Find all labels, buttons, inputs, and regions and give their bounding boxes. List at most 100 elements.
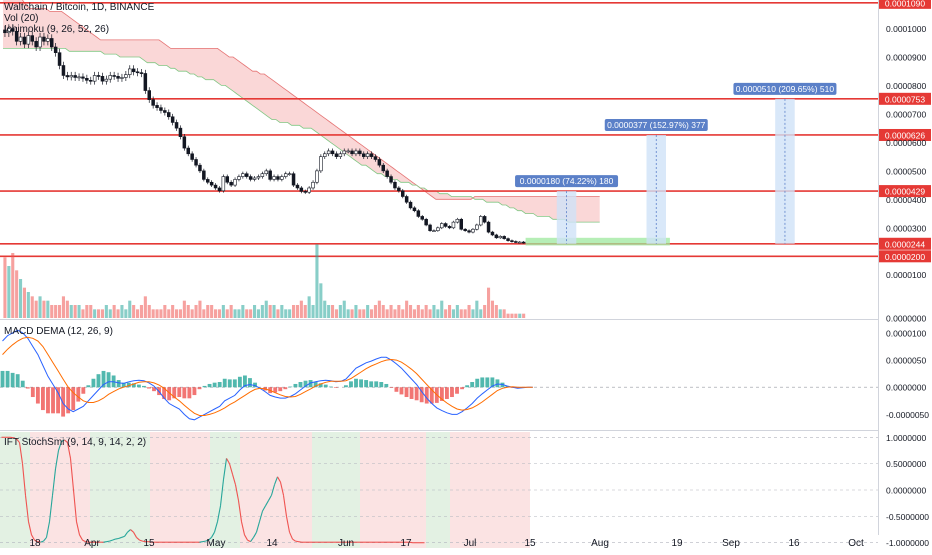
ift-line-segment[interactable] bbox=[222, 458, 228, 480]
candle[interactable] bbox=[463, 228, 467, 231]
candle[interactable] bbox=[14, 31, 19, 42]
candle[interactable] bbox=[280, 176, 284, 180]
candle[interactable] bbox=[486, 221, 491, 233]
candle[interactable] bbox=[377, 159, 382, 166]
candle[interactable] bbox=[283, 173, 288, 177]
ift-line-segment[interactable] bbox=[79, 534, 83, 541]
candle[interactable] bbox=[276, 176, 280, 180]
candle[interactable] bbox=[510, 240, 514, 242]
ift-line-segment[interactable] bbox=[48, 495, 54, 522]
candle[interactable] bbox=[221, 176, 226, 192]
candle[interactable] bbox=[139, 72, 144, 74]
candle[interactable] bbox=[112, 75, 116, 77]
candle[interactable] bbox=[241, 173, 245, 177]
candle[interactable] bbox=[334, 153, 339, 157]
candle[interactable] bbox=[412, 207, 417, 212]
candle[interactable] bbox=[65, 75, 70, 78]
candle[interactable] bbox=[459, 218, 463, 230]
candle[interactable] bbox=[342, 150, 346, 155]
candle[interactable] bbox=[416, 210, 421, 217]
ift-line-segment[interactable] bbox=[109, 539, 113, 542]
candle[interactable] bbox=[61, 65, 66, 76]
candle[interactable] bbox=[389, 176, 393, 183]
candle[interactable] bbox=[428, 224, 432, 231]
candle[interactable] bbox=[22, 36, 27, 45]
candle[interactable] bbox=[96, 75, 101, 77]
ift-line-segment[interactable] bbox=[255, 521, 261, 533]
candle[interactable] bbox=[517, 241, 522, 244]
candle[interactable] bbox=[81, 76, 85, 79]
price-projection-box[interactable] bbox=[556, 191, 577, 244]
candle[interactable] bbox=[213, 184, 218, 189]
candle[interactable] bbox=[424, 218, 428, 226]
candle[interactable] bbox=[229, 181, 233, 186]
ift-line-segment[interactable] bbox=[57, 441, 63, 451]
candle[interactable] bbox=[287, 173, 292, 176]
candle[interactable] bbox=[256, 176, 261, 179]
ift-line-segment[interactable] bbox=[16, 438, 20, 443]
candle[interactable] bbox=[295, 184, 300, 189]
candle[interactable] bbox=[326, 150, 331, 155]
candle[interactable] bbox=[49, 38, 54, 48]
ift-line-segment[interactable] bbox=[219, 479, 225, 506]
ift-line-segment[interactable] bbox=[205, 539, 209, 542]
candle[interactable] bbox=[131, 68, 136, 73]
ift-line-segment[interactable] bbox=[27, 521, 33, 535]
candle[interactable] bbox=[404, 196, 409, 203]
candle[interactable] bbox=[475, 224, 479, 230]
ift-line-segment[interactable] bbox=[247, 539, 251, 543]
candle[interactable] bbox=[490, 231, 495, 236]
ift-line-segment[interactable] bbox=[279, 481, 285, 496]
ift-line-segment[interactable] bbox=[244, 534, 248, 541]
ift-line-segment[interactable] bbox=[211, 531, 215, 538]
candle[interactable] bbox=[92, 75, 97, 82]
candle[interactable] bbox=[365, 153, 370, 157]
ift-line-segment[interactable] bbox=[270, 484, 276, 496]
ift-line-segment[interactable] bbox=[130, 529, 134, 533]
macd-panel[interactable] bbox=[0, 329, 878, 421]
candle[interactable] bbox=[358, 150, 362, 155]
candle[interactable] bbox=[264, 170, 268, 175]
candle[interactable] bbox=[198, 164, 202, 172]
candle[interactable] bbox=[100, 76, 105, 82]
candle[interactable] bbox=[439, 223, 444, 229]
candle[interactable] bbox=[506, 238, 510, 241]
ift-line-segment[interactable] bbox=[139, 539, 143, 542]
candle[interactable] bbox=[354, 150, 358, 155]
ift-line-segment[interactable] bbox=[288, 531, 294, 540]
ift-line-segment[interactable] bbox=[10, 436, 14, 439]
ift-line-segment[interactable] bbox=[268, 495, 272, 501]
candle[interactable] bbox=[397, 187, 401, 192]
candle[interactable] bbox=[502, 236, 506, 239]
candle[interactable] bbox=[521, 241, 526, 244]
ift-line-segment[interactable] bbox=[208, 537, 212, 541]
candle[interactable] bbox=[124, 74, 128, 78]
candle[interactable] bbox=[3, 29, 7, 34]
candle[interactable] bbox=[69, 75, 74, 78]
ift-line-segment[interactable] bbox=[231, 474, 237, 485]
candle[interactable] bbox=[128, 68, 132, 75]
candle[interactable] bbox=[57, 52, 62, 66]
ift-line-segment[interactable] bbox=[258, 510, 264, 522]
ift-line-segment[interactable] bbox=[37, 541, 41, 543]
candle[interactable] bbox=[53, 46, 58, 53]
ift-line-segment[interactable] bbox=[13, 437, 17, 440]
ift-line-segment[interactable] bbox=[124, 531, 128, 537]
ift-line-segment[interactable] bbox=[61, 439, 65, 442]
ift-line-segment[interactable] bbox=[31, 534, 35, 541]
candle[interactable] bbox=[178, 127, 183, 137]
ift-line-segment[interactable] bbox=[75, 521, 81, 535]
candle[interactable] bbox=[120, 77, 124, 79]
candle[interactable] bbox=[46, 38, 50, 42]
ift-panel[interactable] bbox=[0, 432, 878, 548]
candle[interactable] bbox=[225, 176, 230, 183]
candle[interactable] bbox=[89, 80, 93, 82]
ift-line-segment[interactable] bbox=[115, 537, 119, 540]
candle[interactable] bbox=[163, 110, 167, 113]
candle[interactable] bbox=[432, 230, 436, 232]
candle[interactable] bbox=[467, 230, 471, 233]
candle[interactable] bbox=[443, 223, 448, 227]
candle[interactable] bbox=[338, 153, 343, 157]
candle[interactable] bbox=[455, 218, 460, 223]
ift-line-segment[interactable] bbox=[45, 521, 51, 538]
